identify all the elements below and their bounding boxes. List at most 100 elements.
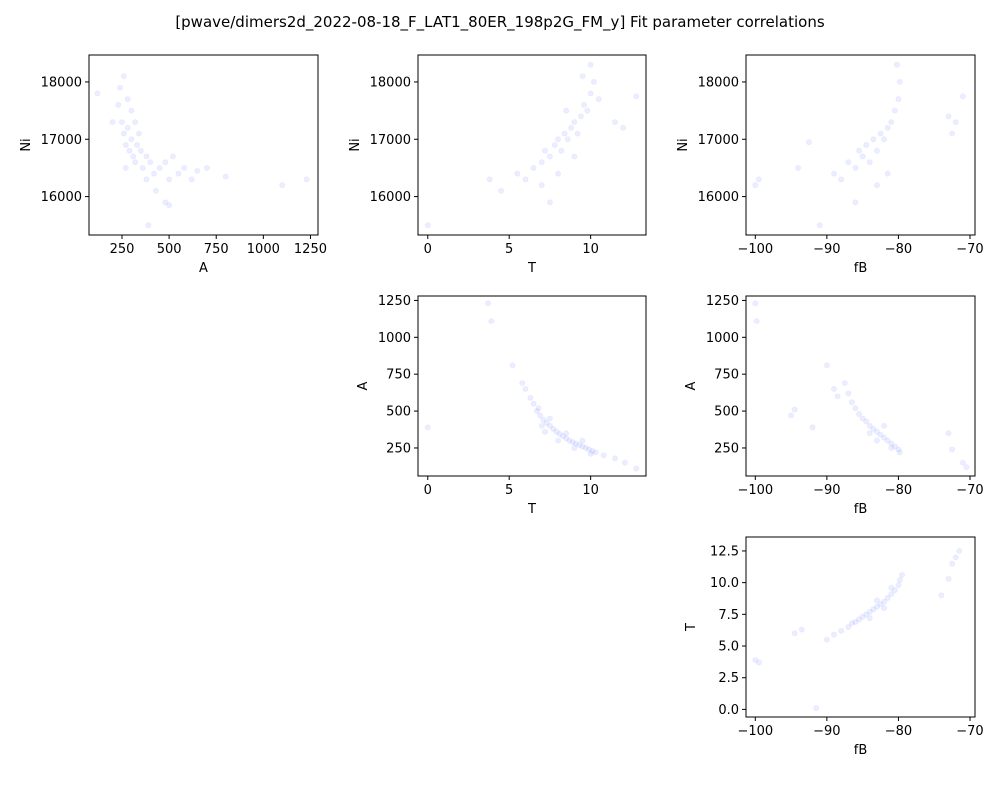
y-tick-label: 500: [714, 405, 739, 420]
scatter-point: [546, 415, 554, 422]
x-tick-label: −80: [885, 483, 912, 498]
scatter-point: [877, 130, 884, 137]
subplot-T_vs_A: 0 5 10 250 500 750 1000 1250 T A: [356, 294, 647, 517]
scatter-point: [135, 130, 143, 137]
axes-frame: [417, 295, 647, 477]
scatter-point: [870, 136, 877, 143]
scatter-points: [752, 61, 966, 229]
x-axis-label: T: [527, 502, 536, 517]
scatter-point: [424, 424, 431, 431]
scatter-point: [561, 130, 568, 137]
scatter-point: [587, 61, 594, 68]
scatter-point: [620, 124, 627, 131]
scatter-point: [881, 422, 888, 429]
scatter-point: [859, 613, 866, 620]
scatter-point: [535, 405, 542, 412]
x-tick-label: 1000: [247, 242, 280, 257]
x-tick-label: −70: [956, 242, 983, 257]
scatter-point: [546, 199, 554, 206]
scatter-point: [633, 465, 640, 472]
subplot-A_vs_Ni: 250 500 750 1000 1250 16000 17000 18000 A Ni: [19, 54, 327, 276]
y-axis-label: Ni: [348, 138, 363, 151]
scatter-point: [585, 446, 593, 453]
scatter-point: [571, 118, 578, 126]
scatter-point: [143, 153, 150, 160]
scatter-point: [791, 406, 798, 413]
subplot-fB_vs_Ni: −100 −90 −80 −70 16000 17000 18000 fB Ni: [676, 54, 984, 276]
scatter-point: [873, 597, 881, 604]
scatter-point: [866, 422, 873, 429]
scatter-point: [949, 446, 956, 453]
x-tick-label: −90: [813, 242, 840, 257]
scatter-point: [175, 170, 182, 177]
scatter-point: [752, 656, 759, 664]
scatter-point: [579, 443, 586, 450]
scatter-point: [181, 164, 188, 172]
scatter-point: [852, 164, 859, 172]
scatter-point: [122, 164, 129, 172]
scatter-point: [952, 118, 959, 126]
scatter-point: [579, 437, 586, 444]
scatter-point: [128, 136, 135, 143]
scatter-point: [834, 393, 841, 400]
scatter-point: [553, 428, 560, 435]
scatter-point: [896, 78, 903, 86]
scatter-point: [497, 187, 505, 194]
scatter-point: [863, 418, 870, 425]
scatter-point: [128, 107, 135, 114]
scatter-point: [519, 379, 526, 387]
scatter-point: [118, 118, 126, 126]
y-tick-label: 750: [714, 368, 739, 383]
y-tick-label: 1250: [706, 294, 739, 309]
scatter-point: [130, 153, 137, 160]
scatter-point: [579, 73, 586, 80]
x-tick-label: 10: [582, 242, 599, 257]
scatter-point: [540, 416, 547, 424]
scatter-point: [556, 430, 563, 438]
scatter-points: [752, 300, 970, 471]
y-tick-label: 18000: [698, 75, 739, 90]
scatter-point: [755, 176, 762, 183]
axes-frame: [745, 54, 976, 236]
scatter-point: [881, 434, 888, 441]
y-axis-label: A: [356, 381, 371, 390]
scatter-point: [611, 118, 619, 126]
scatter-point: [891, 107, 898, 114]
scatter-point: [564, 136, 571, 143]
scatter-point: [823, 636, 830, 643]
scatter-point: [945, 430, 952, 437]
scatter-point: [543, 419, 550, 426]
scatter-point: [945, 113, 952, 120]
y-tick-label: 18000: [41, 75, 82, 90]
scatter-point: [945, 575, 952, 582]
scatter-point: [884, 170, 891, 177]
scatter-point: [567, 124, 575, 131]
x-tick-label: −90: [813, 483, 840, 498]
y-tick-label: 10.0: [710, 576, 739, 591]
y-tick-label: 16000: [698, 190, 739, 205]
scatter-point: [873, 437, 881, 444]
scatter-point: [587, 450, 594, 457]
x-tick-label: −70: [956, 724, 983, 739]
x-tick-label: 5: [505, 483, 513, 498]
x-tick-label: −100: [737, 483, 773, 498]
y-tick-label: 250: [714, 441, 739, 456]
scatter-point: [795, 164, 802, 172]
x-tick-label: −100: [737, 724, 773, 739]
scatter-point: [150, 170, 158, 177]
scatter-point: [584, 107, 591, 114]
y-tick-label: 500: [386, 405, 411, 420]
scatter-point: [120, 130, 127, 137]
scatter-point: [569, 438, 576, 446]
scatter-point: [509, 362, 516, 369]
scatter-point: [145, 222, 152, 229]
scatter-point: [963, 464, 970, 471]
scatter-point: [611, 455, 619, 462]
scatter-point: [279, 182, 286, 189]
scatter-point: [895, 446, 902, 453]
scatter-point: [595, 96, 602, 103]
scatter-point: [816, 222, 823, 229]
scatter-point: [888, 118, 895, 126]
x-tick-label: −70: [956, 483, 983, 498]
subplot-T_vs_Ni: 0 5 10 16000 17000 18000 T Ni: [348, 54, 647, 276]
